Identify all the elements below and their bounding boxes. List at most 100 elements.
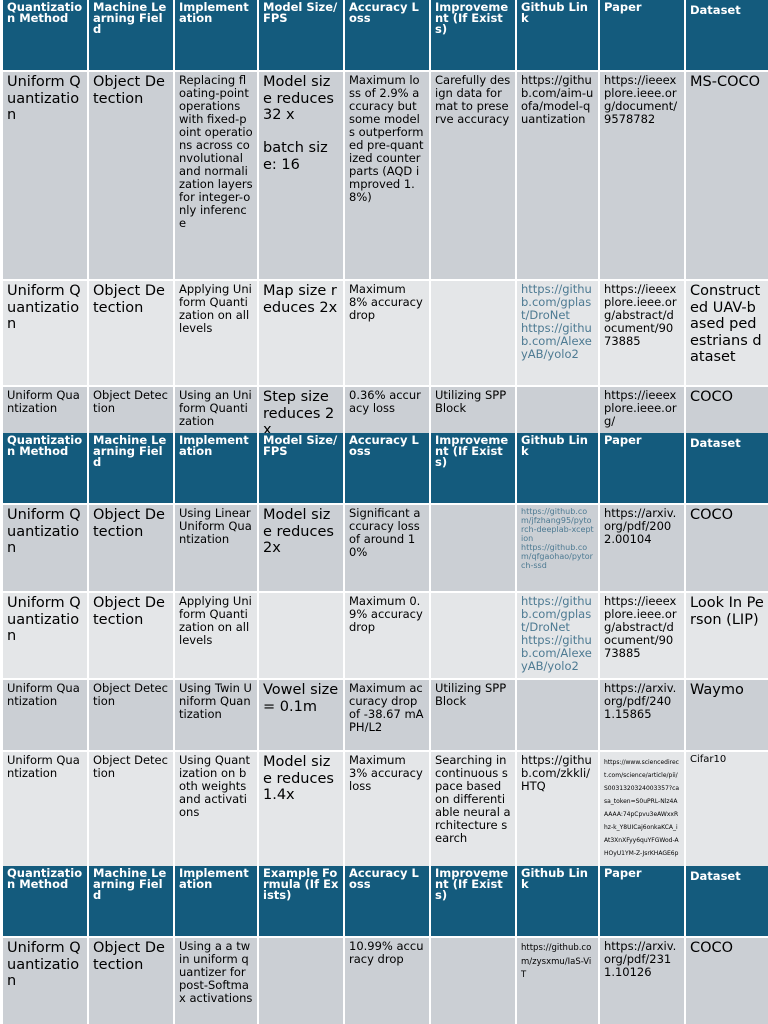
cell-method: Uniform Quantization	[3, 593, 87, 678]
cell-field: Object Detection	[89, 72, 173, 279]
cell-paper: https://arxiv.org/pdf/2311.10126	[600, 938, 684, 1024]
github-link[interactable]: https://github.com/zkkli/HTQ	[521, 753, 592, 793]
github-link[interactable]: https://github.com/AlexeyAB/yolo2	[521, 633, 592, 673]
column-header-paper: Paper	[600, 866, 684, 936]
paper-link[interactable]: https://arxiv.org/pdf/2401.15865	[604, 681, 677, 721]
column-header-paper: Paper	[600, 433, 684, 503]
cell-paper: https://ieeexplore.ieee.org/abstract/doc…	[600, 593, 684, 678]
cell-size: Model size reduces 32 x batch size: 16	[259, 72, 343, 279]
cell-size: Map size reduces 2x	[259, 281, 343, 385]
column-header-improvement: Improvement (If Exists)	[431, 866, 515, 936]
cell-size	[259, 938, 343, 1024]
github-link[interactable]: https://github.com/qfgaohao/pytorch-ssd	[521, 543, 593, 570]
cell-paper: https://ieeexplore.ieee.org/document/957…	[600, 72, 684, 279]
cell-implementation: Using a a twin uniform quantizer for pos…	[175, 938, 257, 1024]
table-row: Uniform Quantization Object Detection Usin…	[3, 752, 768, 866]
cell-accuracy: Maximum 8% accuracy drop	[345, 281, 429, 385]
cell-dataset: Cifar10	[686, 752, 768, 866]
column-header-field: Machine Learning Field	[89, 433, 173, 503]
table-row: Uniform Quantization Object Detection Usin…	[3, 938, 768, 1024]
cell-field: Object Detection	[89, 505, 173, 591]
cell-github: https://github.com/gplast/DroNet https://…	[517, 593, 598, 678]
cell-implementation: Using Linear Uniform Quantization	[175, 505, 257, 591]
cell-improvement: Carefully design data format to preserve…	[431, 72, 515, 279]
column-header-accuracy: Accuracy Loss	[345, 866, 429, 936]
column-header-accuracy: Accuracy Loss	[345, 433, 429, 503]
cell-implementation: Using Quantization on both weights and a…	[175, 752, 257, 866]
github-link[interactable]: https://github.com/aim-uofa/model-quanti…	[521, 73, 594, 126]
cell-github	[517, 680, 598, 750]
cell-size	[259, 593, 343, 678]
paper-link[interactable]: https://www.sciencedirect.com/science/ar…	[604, 759, 680, 857]
cell-method: Uniform Quantization	[3, 938, 87, 1024]
table-row: Uniform Quantization Object Detection Repl…	[3, 72, 768, 279]
table-row: Uniform Quantization Object Detection Usin…	[3, 680, 768, 750]
cell-field: Object Detection	[89, 752, 173, 866]
cell-improvement: Utilizing SPP Block	[431, 680, 515, 750]
paper-link[interactable]: https://ieeexplore.ieee.org/	[604, 388, 677, 428]
column-header-improvement: Improvement (If Exists)	[431, 433, 515, 503]
cell-implementation: Applying Uniform Quantization on all lev…	[175, 281, 257, 385]
cell-github	[517, 387, 598, 433]
cell-size: Step size reduces 2x	[259, 387, 343, 433]
cell-dataset: COCO	[686, 505, 768, 591]
cell-paper: https://arxiv.org/pdf/2002.00104	[600, 505, 684, 591]
column-header-method: Quantization Method	[3, 0, 87, 70]
cell-method: Uniform Quantization	[3, 72, 87, 279]
column-header-dataset: Dataset	[686, 433, 768, 503]
github-link[interactable]: https://github.com/gplast/DroNet	[521, 594, 592, 634]
cell-dataset: Look In Person (LIP)	[686, 593, 768, 678]
cell-dataset: COCO	[686, 938, 768, 1024]
table-row: Uniform Quantization Object Detection Usin…	[3, 387, 768, 433]
github-link[interactable]: https://github.com/gplast/DroNet	[521, 282, 592, 322]
column-header-field: Machine Learning Field	[89, 866, 173, 936]
column-header-size: Model Size/FPS	[259, 0, 343, 70]
cell-accuracy: Maximum 0.9% accuracy drop	[345, 593, 429, 678]
github-link[interactable]: https://github.com/zysxmu/IaS-ViT	[521, 943, 592, 980]
cell-dataset: MS-COCO	[686, 72, 768, 279]
header-row: Quantization Method Machine Learning Fiel…	[3, 433, 768, 503]
paper-link[interactable]: https://arxiv.org/pdf/2002.00104	[604, 506, 677, 546]
cell-paper: https://ieeexplore.ieee.org/	[600, 387, 684, 433]
cell-method: Uniform Quantization	[3, 680, 87, 750]
github-link[interactable]: https://github.com/AlexeyAB/yolo2	[521, 321, 592, 361]
cell-field: Object Detection	[89, 593, 173, 678]
cell-github: https://github.com/jfzhang95/pytorch-dee…	[517, 505, 598, 591]
cell-improvement: Searching in continuous space based on d…	[431, 752, 515, 866]
cell-dataset: Waymo	[686, 680, 768, 750]
paper-link[interactable]: https://arxiv.org/pdf/2311.10126	[604, 939, 677, 979]
column-header-method: Quantization Method	[3, 866, 87, 936]
header-row: Quantization Method Machine Learning Fiel…	[3, 0, 768, 70]
cell-implementation: Replacing floating-point operations with…	[175, 72, 257, 279]
cell-improvement: Utilizing SPP Block	[431, 387, 515, 433]
column-header-github: Github Link	[517, 866, 598, 936]
cell-improvement	[431, 281, 515, 385]
column-header-github: Github Link	[517, 0, 598, 70]
github-link[interactable]: https://github.com/jfzhang95/pytorch-dee…	[521, 507, 594, 543]
cell-dataset: COCO	[686, 387, 768, 433]
paper-link[interactable]: https://ieeexplore.ieee.org/document/957…	[604, 73, 678, 126]
column-header-method: Quantization Method	[3, 433, 87, 503]
cell-accuracy: Maximum 3% accuracy loss	[345, 752, 429, 866]
cell-improvement	[431, 505, 515, 591]
column-header-github: Github Link	[517, 433, 598, 503]
column-header-field: Machine Learning Field	[89, 0, 173, 70]
cell-improvement	[431, 938, 515, 1024]
cell-field: Object Detection	[89, 680, 173, 750]
column-header-dataset: Dataset	[686, 866, 768, 936]
paper-link[interactable]: https://ieeexplore.ieee.org/abstract/doc…	[604, 594, 677, 660]
cell-implementation: Applying Uniform Quantization on all lev…	[175, 593, 257, 678]
column-header-size: Model Size/FPS	[259, 433, 343, 503]
paper-link[interactable]: https://ieeexplore.ieee.org/abstract/doc…	[604, 282, 677, 348]
cell-accuracy: 10.99% accuracy drop	[345, 938, 429, 1024]
table-row: Uniform Quantization Object Detection Usin…	[3, 505, 768, 591]
cell-accuracy: 0.36% accuracy loss	[345, 387, 429, 433]
cell-github: https://github.com/aim-uofa/model-quanti…	[517, 72, 598, 279]
cell-field: Object Detection	[89, 281, 173, 385]
table-row: Uniform Quantization Object Detection Appl…	[3, 593, 768, 678]
column-header-implementation: Implementation	[175, 0, 257, 70]
cell-size: Vowel size = 0.1m	[259, 680, 343, 750]
cell-field: Object Detection	[89, 387, 173, 433]
column-header-implementation: Implementation	[175, 433, 257, 503]
